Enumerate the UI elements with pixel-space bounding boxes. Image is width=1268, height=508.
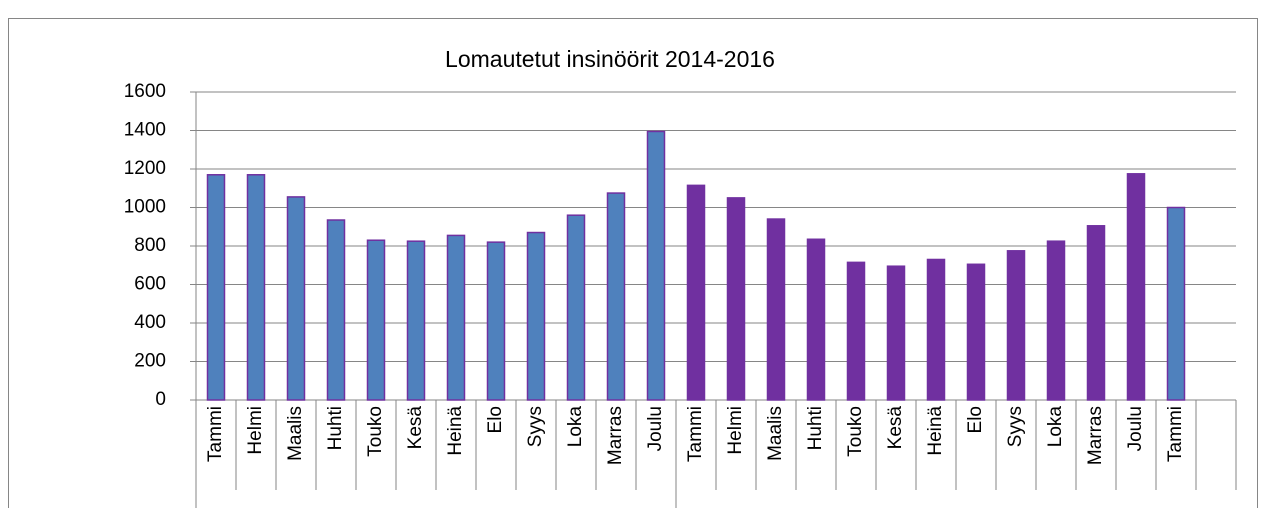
x-tick-label: Helmi (725, 406, 746, 455)
y-tick-label: 400 (134, 312, 166, 333)
bar (1086, 225, 1106, 401)
bar (206, 174, 226, 401)
x-tick-label: Huhti (325, 406, 346, 450)
x-tick-label: Marras (1085, 406, 1106, 465)
x-tick-label: Tammi (685, 406, 706, 462)
y-tick-label: 1600 (124, 81, 166, 102)
bar (406, 240, 426, 401)
y-tick-label: 0 (155, 389, 166, 410)
x-tick-label: Loka (565, 406, 586, 448)
x-tick-label: Touko (845, 406, 866, 457)
x-tick-label: Tammi (205, 406, 226, 462)
bar (926, 258, 946, 401)
bar (1126, 173, 1146, 401)
bar (726, 197, 746, 401)
bar (686, 184, 706, 401)
x-tick-label: Heinä (445, 406, 466, 456)
y-tick-label: 200 (134, 351, 166, 372)
x-tick-label: Kesä (885, 406, 906, 450)
bar (366, 239, 386, 401)
x-tick-label: Maalis (765, 406, 786, 461)
bar (1046, 240, 1066, 401)
bar (486, 241, 506, 401)
y-tick-label: 600 (134, 274, 166, 295)
bar (966, 263, 986, 401)
x-tick-label: Tammi (1165, 406, 1186, 462)
bar (1006, 250, 1026, 401)
x-tick-label: Huhti (805, 406, 826, 450)
bar (806, 238, 826, 401)
bar (286, 196, 306, 401)
bar (446, 234, 466, 401)
x-tick-label: Elo (485, 406, 506, 433)
x-tick-label: Loka (1045, 406, 1066, 448)
bar (526, 231, 546, 401)
bar (566, 214, 586, 401)
x-tick-label: Maalis (285, 406, 306, 461)
bar (606, 192, 626, 401)
y-tick-label: 800 (134, 235, 166, 256)
bar (886, 265, 906, 401)
bar (326, 219, 346, 401)
bar (766, 218, 786, 401)
bar (1166, 206, 1186, 401)
x-tick-label: Heinä (925, 406, 946, 456)
bar (646, 130, 666, 401)
x-tick-label: Touko (365, 406, 386, 457)
x-tick-label: Syys (1005, 406, 1026, 447)
y-tick-label: 1200 (124, 158, 166, 179)
x-tick-label: Syys (525, 406, 546, 447)
y-tick-label: 1000 (124, 197, 166, 218)
y-tick-label: 1400 (124, 120, 166, 141)
bar (846, 261, 866, 401)
bar (246, 174, 266, 401)
x-tick-label: Joulu (1125, 406, 1146, 451)
x-tick-label: Kesä (405, 406, 426, 450)
chart-title: Lomautetut insinöörit 2014-2016 (445, 46, 775, 72)
x-tick-label: Marras (605, 406, 626, 465)
x-tick-label: Joulu (645, 406, 666, 451)
x-tick-label: Elo (965, 406, 986, 433)
x-tick-label: Helmi (245, 406, 266, 455)
